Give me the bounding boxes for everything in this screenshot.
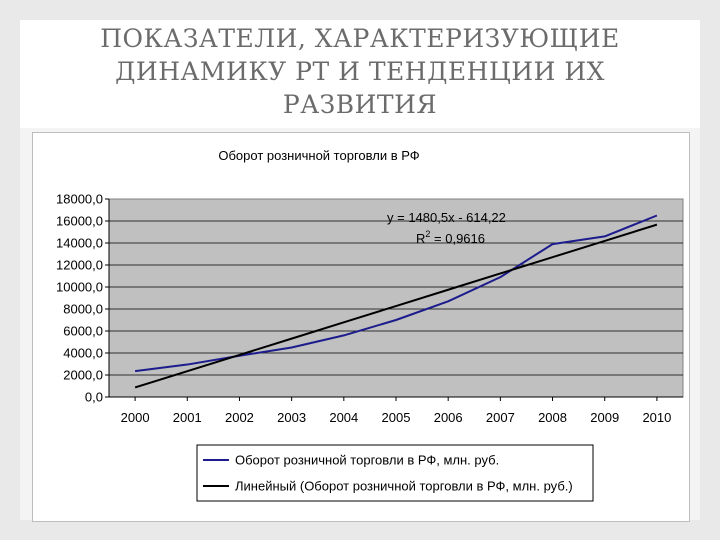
y-tick-label: 6000,0 bbox=[63, 324, 103, 339]
title-band: ПОКАЗАТЕЛИ, ХАРАКТЕРИЗУЮЩИЕ ДИНАМИКУ РТ … bbox=[20, 20, 700, 128]
x-tick-label: 2005 bbox=[382, 410, 411, 425]
x-tick-label: 2001 bbox=[173, 410, 202, 425]
slide: ПОКАЗАТЕЛИ, ХАРАКТЕРИЗУЮЩИЕ ДИНАМИКУ РТ … bbox=[20, 20, 700, 522]
y-tick-label: 2000,0 bbox=[63, 368, 103, 383]
plot-background bbox=[108, 198, 684, 398]
chart-frame: Оборот розничной торговли в РФ 0,0 2000,0… bbox=[32, 132, 690, 522]
r-squared-value: = 0,9616 bbox=[430, 231, 485, 246]
y-tick-label: 4000,0 bbox=[63, 346, 103, 361]
x-tick-label: 2002 bbox=[225, 410, 254, 425]
trendline-equation: y = 1480,5x - 614,22 bbox=[387, 210, 506, 225]
y-tick-label: 14000,0 bbox=[56, 236, 103, 251]
x-tick-label: 2008 bbox=[538, 410, 567, 425]
y-tick-label: 0,0 bbox=[85, 390, 103, 405]
slide-title-line-2: ДИНАМИКУ РТ И ТЕНДЕНЦИИ ИХ bbox=[115, 57, 605, 86]
x-tick-label: 2004 bbox=[329, 410, 358, 425]
plot-area: 0,0 2000,0 4000,0 6000,0 8000,0 10000,0 12000,… bbox=[56, 192, 684, 425]
y-tick-label: 8000,0 bbox=[63, 302, 103, 317]
x-tick-label: 2010 bbox=[642, 410, 671, 425]
y-tick-label: 10000,0 bbox=[56, 280, 103, 295]
legend: Оборот розничной торговли в РФ, млн. руб… bbox=[196, 444, 594, 502]
x-tick-label: 2003 bbox=[277, 410, 306, 425]
r-squared-r: R bbox=[416, 231, 425, 246]
trendline-annotation: y = 1480,5x - 614,22 R2 = 0,9616 bbox=[387, 210, 506, 246]
r-squared-label: R2 = 0,9616 bbox=[416, 229, 485, 246]
legend-entry: Линейный (Оборот розничной торговли в РФ… bbox=[235, 479, 573, 494]
chart-title: Оборот розничной торговли в РФ bbox=[218, 148, 419, 163]
y-tick-label: 16000,0 bbox=[56, 214, 103, 229]
r-squared-exponent: 2 bbox=[425, 229, 430, 239]
legend-box bbox=[196, 444, 594, 502]
slide-title: ПОКАЗАТЕЛИ, ХАРАКТЕРИЗУЮЩИЕ ДИНАМИКУ РТ … bbox=[20, 22, 700, 121]
y-tick-label: 12000,0 bbox=[56, 258, 103, 273]
y-tick-label: 18000,0 bbox=[56, 192, 103, 207]
x-tick-label: 2006 bbox=[434, 410, 463, 425]
legend-entry: Оборот розничной торговли в РФ, млн. руб… bbox=[235, 453, 499, 468]
line-chart: Оборот розничной торговли в РФ 0,0 2000,0… bbox=[56, 148, 684, 502]
x-tick-label: 2007 bbox=[486, 410, 515, 425]
slide-title-line-1: ПОКАЗАТЕЛИ, ХАРАКТЕРИЗУЮЩИЕ bbox=[100, 24, 620, 53]
x-tick-label: 2000 bbox=[121, 410, 150, 425]
slide-title-line-3: РАЗВИТИЯ bbox=[282, 90, 438, 119]
x-tick-label: 2009 bbox=[590, 410, 619, 425]
